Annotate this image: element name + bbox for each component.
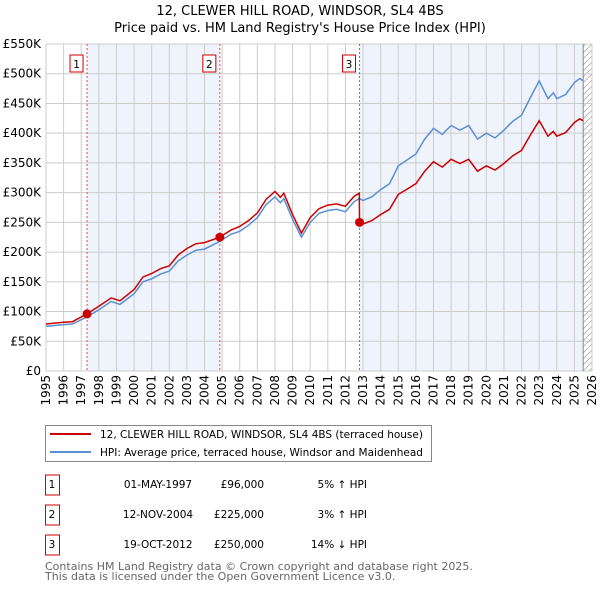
x-tick-label: 2001 xyxy=(145,375,159,406)
x-tick-label: 1998 xyxy=(92,375,106,406)
sale-price: £250,000 xyxy=(214,539,264,551)
sale-marker-label: 1 xyxy=(73,59,80,71)
y-tick-label: £100K xyxy=(3,305,43,319)
x-tick-label: 2005 xyxy=(215,375,229,406)
x-tick-label: 2026 xyxy=(585,375,599,406)
sale-point-2[interactable] xyxy=(215,232,225,242)
x-tick-label: 2024 xyxy=(550,375,564,406)
property-price-line xyxy=(45,118,584,325)
sale-date: 19-OCT-2012 xyxy=(124,539,193,551)
y-tick-label: £300K xyxy=(3,186,43,200)
x-tick-label: 1996 xyxy=(57,375,71,406)
sale-date: 01-MAY-1997 xyxy=(124,479,192,491)
y-tick-label: £0 xyxy=(26,364,41,378)
hpi-line xyxy=(45,77,584,328)
x-tick-label: 2023 xyxy=(532,375,546,406)
sale-marker-label: 2 xyxy=(206,59,213,71)
x-tick-label: 2002 xyxy=(162,375,176,406)
y-tick-label: £50K xyxy=(10,334,42,348)
sale-row: 3 19-OCT-2012 £250,000 14% ↓ HPI xyxy=(45,534,367,556)
sale-delta: 14% ↓ HPI xyxy=(311,539,367,551)
x-tick-label: 2000 xyxy=(127,375,141,406)
legend-label-property: 12, CLEWER HILL ROAD, WINDSOR, SL4 4BS (… xyxy=(100,429,423,441)
sale-row-badge xyxy=(45,474,60,496)
x-tick-label: 2015 xyxy=(391,375,405,406)
x-tick-label: 2025 xyxy=(567,375,581,406)
x-tick-label: 2008 xyxy=(268,375,282,406)
x-tick-label: 2012 xyxy=(338,375,352,406)
x-tick-label: 2010 xyxy=(303,375,317,406)
x-tick-label: 1999 xyxy=(109,375,123,406)
shaded-period-1 xyxy=(87,44,220,371)
sale-row: 2 12-NOV-2004 £225,000 3% ↑ HPI xyxy=(45,504,367,526)
sale-label: 1 xyxy=(49,479,56,491)
y-tick-label: £450K xyxy=(3,96,43,110)
x-tick-label: 2003 xyxy=(180,375,194,406)
x-tick-label: 2004 xyxy=(198,375,212,406)
x-tick-label: 2014 xyxy=(374,375,388,406)
sale-label: 2 xyxy=(49,509,56,521)
x-tick-label: 1995 xyxy=(39,375,53,406)
footer-copyright: Contains HM Land Registry data © Crown c… xyxy=(45,560,473,573)
x-tick-label: 2021 xyxy=(497,375,511,406)
future-hatch xyxy=(583,44,592,371)
x-tick-label: 2006 xyxy=(233,375,247,406)
footer-licence: This data is licensed under the Open Gov… xyxy=(44,570,395,583)
sale-label: 3 xyxy=(49,539,56,551)
x-tick-label: 2018 xyxy=(444,375,458,406)
x-tick-label: 2013 xyxy=(356,375,370,406)
sale-price: £96,000 xyxy=(221,479,264,491)
sale-delta: 5% ↑ HPI xyxy=(318,479,367,491)
x-tick-label: 2016 xyxy=(409,375,423,406)
sale-row-badge xyxy=(45,504,60,526)
x-tick-label: 2007 xyxy=(250,375,264,406)
chart-title: 12, CLEWER HILL ROAD, WINDSOR, SL4 4BS xyxy=(156,4,443,19)
sale-row: 1 01-MAY-1997 £96,000 5% ↑ HPI xyxy=(45,474,367,496)
sale-price: £225,000 xyxy=(214,509,264,521)
shaded-period-3 xyxy=(359,44,584,371)
sale-point-1[interactable] xyxy=(82,309,92,319)
y-tick-label: £150K xyxy=(3,275,43,289)
y-tick-label: £550K xyxy=(3,37,43,51)
x-tick-label: 2011 xyxy=(321,375,335,406)
sale-date: 12-NOV-2004 xyxy=(123,509,193,521)
plot-frame xyxy=(45,43,593,372)
y-tick-label: £400K xyxy=(3,126,43,140)
sale-marker-box-3 xyxy=(342,54,357,73)
sale-marker-label: 3 xyxy=(346,59,353,71)
x-tick-label: 1997 xyxy=(74,375,88,406)
sale-row-badge xyxy=(45,534,60,556)
sale-marker-box-2 xyxy=(202,54,217,73)
chart-subtitle: Price paid vs. HM Land Registry's House … xyxy=(114,21,486,36)
sale-point-3[interactable] xyxy=(355,217,365,227)
sale-marker-box-1 xyxy=(69,54,84,73)
sales-table: 1 01-MAY-1997 £96,000 5% ↑ HPI 2 12-NOV-2004 £… xyxy=(45,474,367,556)
y-tick-label: £500K xyxy=(3,67,43,81)
x-tick-label: 2017 xyxy=(426,375,440,406)
sale-delta: 3% ↑ HPI xyxy=(318,509,367,521)
legend-label-hpi: HPI: Average price, terraced house, Wind… xyxy=(100,447,423,459)
y-tick-label: £200K xyxy=(3,245,43,259)
x-tick-label: 2022 xyxy=(515,375,529,406)
legend: 12, CLEWER HILL ROAD, WINDSOR, SL4 4BS (… xyxy=(45,425,432,462)
y-tick-label: £350K xyxy=(3,156,43,170)
y-tick-label: £250K xyxy=(3,215,43,229)
x-tick-label: 2009 xyxy=(286,375,300,406)
x-tick-label: 2020 xyxy=(479,375,493,406)
x-tick-label: 2019 xyxy=(462,375,476,406)
